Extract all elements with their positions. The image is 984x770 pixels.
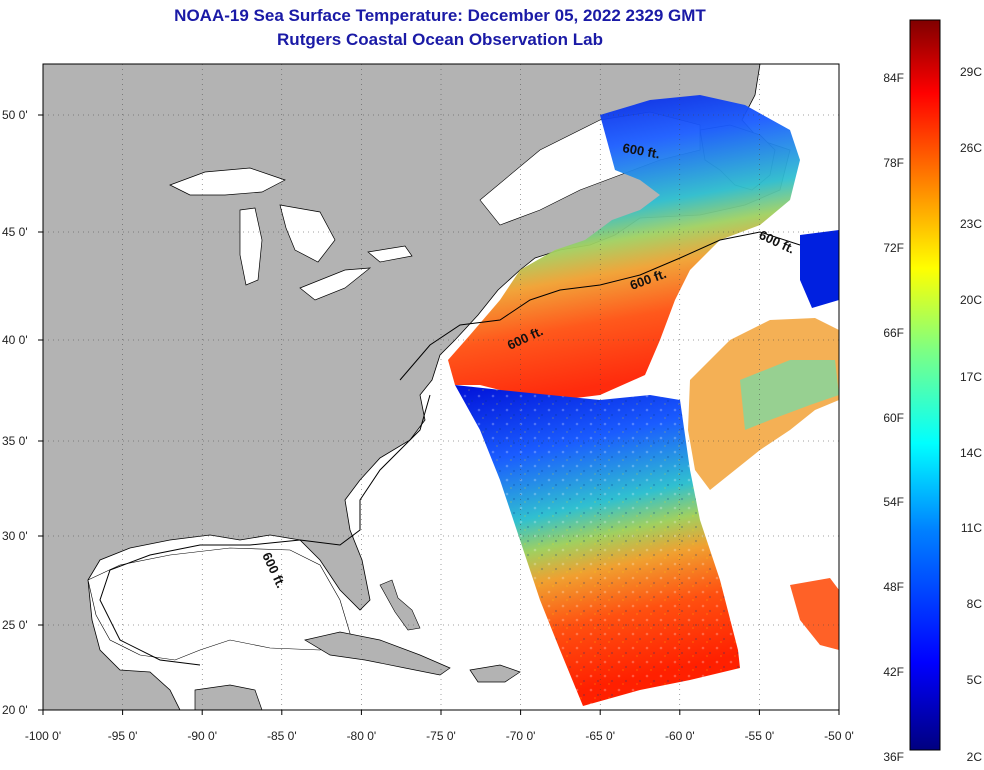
colorbar-c-label: 8C — [967, 597, 983, 611]
land-bahamas — [379, 579, 421, 631]
sst-swath-north — [448, 95, 800, 400]
land-cuba — [304, 631, 451, 676]
lat-tick-label: 45 0' — [2, 225, 28, 239]
lon-tick-label: -85 0' — [267, 729, 297, 743]
colorbar-c-label: 14C — [960, 446, 982, 460]
colorbar-c-label: 26C — [960, 141, 982, 155]
colorbar-c-label: 5C — [967, 673, 983, 687]
colorbar-f-label: 66F — [883, 326, 904, 340]
sst-swath-southeast — [790, 578, 839, 650]
colorbar-c-label: 29C — [960, 65, 982, 79]
colorbar-f-label: 48F — [883, 580, 904, 594]
colorbar-f-label: 78F — [883, 156, 904, 170]
lon-tick-label: -50 0' — [824, 729, 854, 743]
colorbar-c-label: 2C — [967, 750, 983, 764]
lon-tick-label: -80 0' — [347, 729, 377, 743]
lon-tick-label: -75 0' — [426, 729, 456, 743]
map-subtitle: Rutgers Coastal Ocean Observation Lab — [277, 30, 603, 49]
map-title: NOAA-19 Sea Surface Temperature: Decembe… — [174, 6, 706, 25]
colorbar-c-label: 11C — [961, 521, 982, 535]
colorbar-celsius-labels: 29C 26C 23C 20C 17C 14C 11C 8C 5C 2C — [960, 65, 982, 764]
colorbar-f-label: 42F — [883, 665, 904, 679]
lake-superior — [169, 167, 286, 196]
land-yucatan — [194, 684, 263, 710]
gulf-of-mexico — [87, 547, 353, 661]
lake-michigan — [239, 207, 263, 286]
lat-tick-label: 35 0' — [2, 434, 28, 448]
contour-600ft — [99, 231, 801, 666]
colorbar-f-label: 36F — [883, 750, 904, 764]
latitude-axis: 50 0' 45 0' 40 0' 35 0' 30 0' 25 0' 20 0' — [2, 108, 43, 717]
longitude-axis: -100 0' -95 0' -90 0' -85 0' -80 0' -75 0' -70… — [25, 710, 854, 743]
lat-tick-label: 20 0' — [2, 703, 28, 717]
lon-tick-label: -70 0' — [506, 729, 536, 743]
lake-huron — [279, 204, 336, 263]
lat-tick-label: 40 0' — [2, 333, 28, 347]
lat-tick-label: 25 0' — [2, 618, 28, 632]
colorbar-f-label: 54F — [883, 495, 904, 509]
sst-swath-northeast — [800, 230, 839, 308]
colorbar-c-label: 17C — [960, 370, 982, 384]
colorbar-c-label: 23C — [960, 217, 982, 231]
temperature-colorbar — [909, 19, 941, 751]
colorbar-f-label: 60F — [883, 411, 904, 425]
lon-tick-label: -55 0' — [745, 729, 775, 743]
lake-ontario — [367, 245, 413, 263]
colorbar-f-label: 72F — [883, 241, 904, 255]
colorbar-c-label: 20C — [960, 293, 982, 307]
lon-tick-label: -90 0' — [187, 729, 217, 743]
contour-label-3: 600 ft. — [621, 140, 661, 161]
sst-swath-south-texture — [455, 385, 740, 706]
lon-tick-label: -95 0' — [108, 729, 138, 743]
lon-tick-label: -60 0' — [665, 729, 695, 743]
colorbar-f-label: 84F — [883, 71, 904, 85]
lat-tick-label: 50 0' — [2, 108, 28, 122]
lon-tick-label: -100 0' — [25, 729, 61, 743]
lon-tick-label: -65 0' — [585, 729, 615, 743]
colorbar-fahrenheit-labels: 84F 78F 72F 66F 60F 54F 48F 42F 36F — [883, 71, 904, 764]
lat-tick-label: 30 0' — [2, 529, 28, 543]
land-hispaniola — [469, 664, 521, 683]
lake-erie — [299, 267, 372, 301]
sst-swath-east-cool — [740, 360, 839, 430]
